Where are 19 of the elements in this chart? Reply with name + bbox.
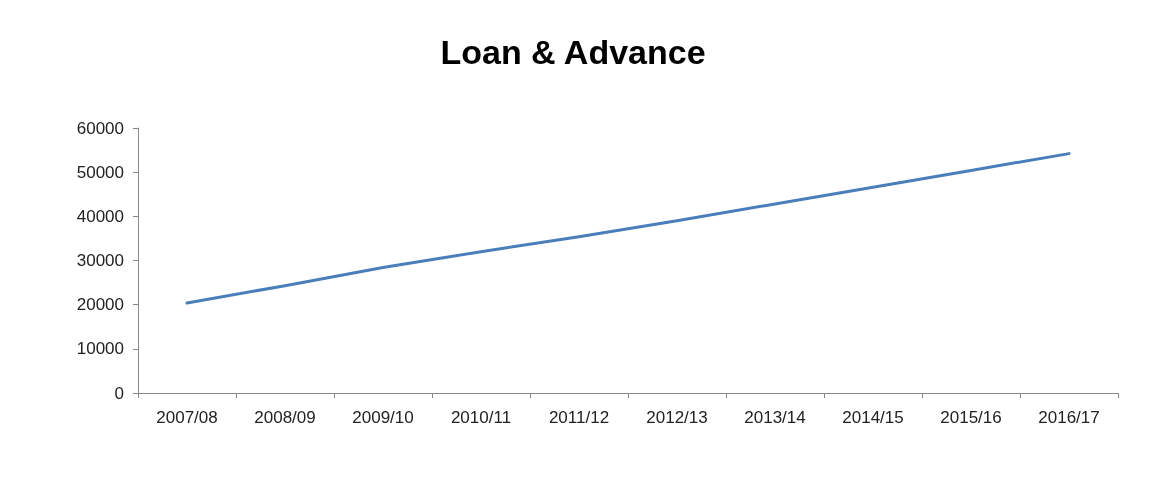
- x-tick-label: 2010/11: [450, 408, 512, 427]
- y-tick-label: 60000: [76, 118, 124, 138]
- y-tick-label: 20000: [76, 295, 124, 315]
- y-tick-label: 30000: [76, 251, 124, 270]
- line-series: [185, 152, 1071, 305]
- x-tick-label: 2014/15: [842, 408, 904, 427]
- x-tick-label: 2013/14: [744, 408, 806, 427]
- x-tick-label: 2007/08: [156, 408, 218, 427]
- x-tick-label: 2008/09: [254, 408, 316, 427]
- y-tick-label: 50000: [76, 162, 124, 182]
- x-tick-label: 2009/10: [352, 408, 414, 427]
- y-tick-label: 40000: [76, 206, 124, 226]
- x-tick-label: 2015/16: [940, 408, 1002, 427]
- chart-title: Loan & Advance: [440, 33, 706, 71]
- y-tick-label: 0: [114, 383, 124, 403]
- x-tick-label: 2011/12: [548, 408, 610, 427]
- y-tick-label: 10000: [76, 339, 124, 359]
- x-tick-label: 2016/17: [1038, 408, 1100, 427]
- x-tick-label: 2012/13: [646, 408, 708, 427]
